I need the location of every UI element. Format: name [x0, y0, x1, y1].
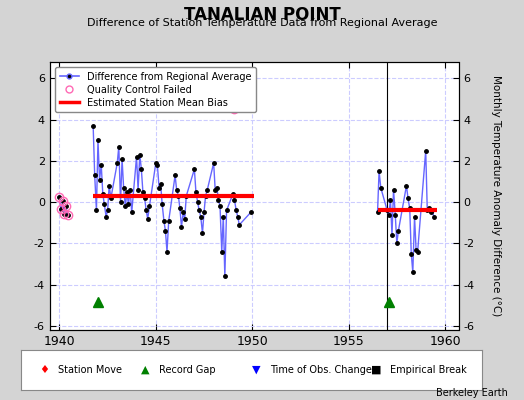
Text: ▲: ▲ — [141, 365, 149, 375]
Text: ■: ■ — [372, 365, 382, 375]
Legend: Difference from Regional Average, Quality Control Failed, Estimated Station Mean: Difference from Regional Average, Qualit… — [54, 67, 256, 112]
Text: ▼: ▼ — [252, 365, 260, 375]
Text: Empirical Break: Empirical Break — [390, 365, 466, 375]
Text: Record Gap: Record Gap — [159, 365, 216, 375]
Text: Difference of Station Temperature Data from Regional Average: Difference of Station Temperature Data f… — [87, 18, 437, 28]
Text: ♦: ♦ — [39, 365, 49, 375]
Text: Time of Obs. Change: Time of Obs. Change — [270, 365, 372, 375]
Y-axis label: Monthly Temperature Anomaly Difference (°C): Monthly Temperature Anomaly Difference (… — [491, 75, 501, 317]
Text: TANALIAN POINT: TANALIAN POINT — [183, 6, 341, 24]
Text: Berkeley Earth: Berkeley Earth — [436, 388, 508, 398]
Text: Station Move: Station Move — [58, 365, 122, 375]
